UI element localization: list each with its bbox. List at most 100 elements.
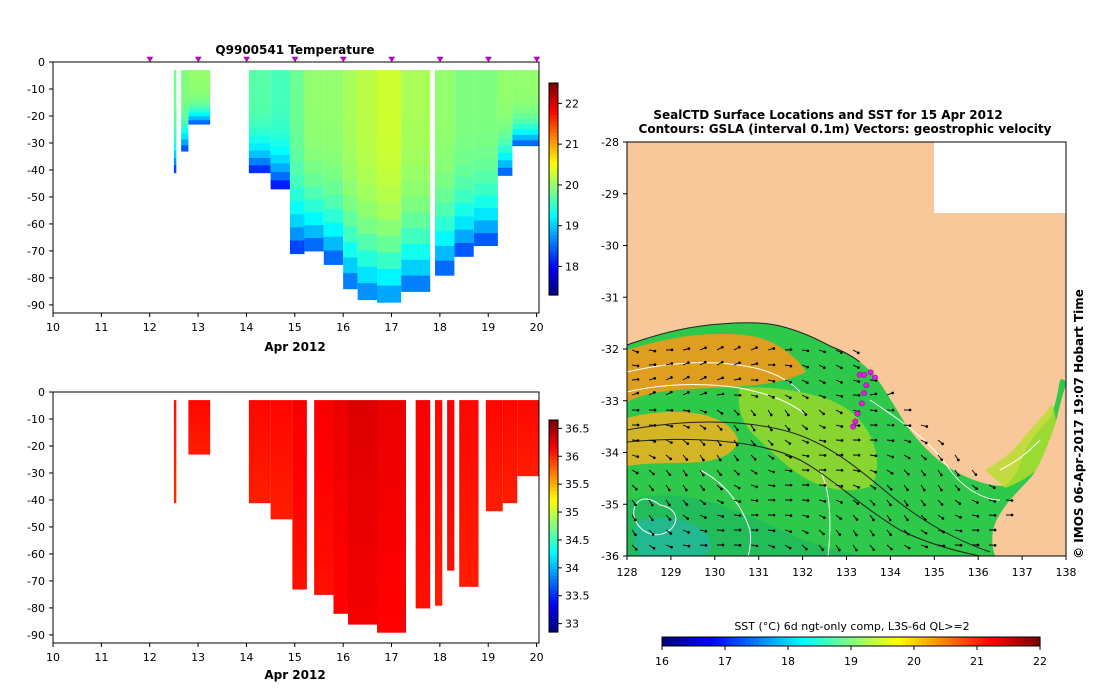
colorbar-segment [549, 571, 558, 577]
profile-cell [435, 187, 455, 203]
velocity-vector-head [806, 454, 810, 458]
velocity-vector-head [684, 488, 688, 492]
colorbar-segment [549, 476, 558, 481]
x-tick-label: 12 [143, 651, 157, 664]
x-tick-label: 10 [46, 651, 60, 664]
profile-cell [357, 184, 377, 202]
colorbar-segment [549, 543, 558, 548]
ctd-location-marker [861, 371, 867, 378]
lon-tick-label: 135 [924, 566, 945, 579]
profile-cell [357, 135, 377, 153]
velocity-vector-head [772, 484, 776, 488]
profile-cell [292, 440, 307, 455]
profile-cell [304, 147, 324, 162]
lat-tick-label: -31 [601, 291, 619, 304]
velocity-vector-head [908, 424, 912, 427]
velocity-vector-head [754, 471, 758, 475]
profile-cell [485, 400, 503, 409]
profile-cell [333, 400, 348, 416]
profile-cell [333, 476, 348, 492]
colorbar-segment [549, 427, 558, 432]
lon-tick-label: 134 [880, 566, 901, 579]
velocity-vector-head [822, 412, 825, 416]
lon-tick-label: 131 [748, 566, 769, 579]
profile-cell [517, 432, 539, 439]
profile-cell [473, 107, 498, 121]
velocity-vector-head [806, 468, 810, 472]
colorbar-segment [549, 192, 558, 197]
velocity-vector-head [806, 499, 810, 502]
velocity-vector-head [718, 458, 722, 462]
profile-cell [485, 439, 503, 449]
profile-cell [289, 148, 305, 163]
velocity-vector-head [942, 544, 946, 548]
profile-cell [435, 70, 455, 86]
lon-tick-label: 130 [704, 566, 725, 579]
profile-cell [401, 164, 431, 182]
colorbar-segment [741, 637, 747, 646]
colorbar-segment [549, 224, 558, 229]
velocity-vector-head [940, 488, 943, 492]
velocity-vector-head [805, 427, 809, 431]
x-tick-label: 16 [336, 651, 350, 664]
map-longitude-axis: 128 129 130 131 132 133 134 135 136 137 138 [617, 556, 1077, 579]
colorbar-segment [549, 136, 558, 141]
profile-cell [347, 544, 377, 561]
profile-cell [343, 116, 358, 134]
colorbar-segment [549, 462, 558, 467]
profile-cell [188, 430, 211, 436]
profile-cell [357, 86, 377, 104]
profile-cell [188, 423, 211, 428]
colorbar-segment [549, 617, 558, 622]
salinity-x-label: Apr 2012 [264, 668, 325, 682]
colorbar-segment [549, 121, 558, 126]
profile-cell [314, 400, 334, 415]
colorbar-segment [549, 256, 558, 261]
colorbar-segment [549, 178, 558, 183]
colorbar-segment [901, 637, 907, 646]
profile-cell [323, 70, 344, 85]
x-tick-label: 17 [385, 651, 399, 664]
profile-cell [497, 130, 513, 139]
profile-cell [435, 561, 443, 577]
profile-cell [459, 506, 479, 521]
colorbar-segment [549, 540, 558, 545]
colorbar-segment [863, 637, 869, 646]
profile-cell [497, 77, 513, 86]
velocity-vector-head [687, 409, 691, 413]
profile-cell [473, 220, 498, 234]
colorbar-segment [549, 473, 558, 478]
profile-cell [188, 104, 211, 110]
velocity-vector-head [653, 440, 657, 443]
profile-cell [502, 488, 518, 496]
profile-cell [289, 188, 305, 202]
profile-cell [415, 548, 431, 564]
velocity-vector-head [891, 408, 895, 412]
velocity-vector-head [636, 378, 640, 381]
profile-cell [517, 454, 539, 460]
colorbar-segment [939, 637, 944, 646]
profile-cell [289, 122, 305, 137]
velocity-vector-head [752, 428, 756, 432]
velocity-vector-head [772, 470, 775, 474]
profile-cell [323, 139, 344, 154]
profile-cell [447, 436, 455, 450]
velocity-vector-head [823, 350, 827, 354]
profile-cell [304, 212, 324, 226]
velocity-vector-head [704, 391, 708, 395]
profile-cell [343, 195, 358, 212]
colorbar-segment [792, 637, 797, 646]
profile-cell [343, 70, 358, 87]
profile-cell [181, 81, 189, 88]
y-tick-label: -20 [27, 440, 45, 453]
colorbar-segment [842, 637, 848, 646]
profile-cell [188, 89, 211, 94]
profile-cell [347, 432, 377, 449]
colorbar-segment [549, 143, 558, 148]
profile-cell [289, 83, 305, 97]
colorbar-segment [767, 637, 772, 646]
profile-cell [248, 77, 271, 86]
colorbar-segment [796, 637, 802, 646]
profile-cell [435, 444, 443, 460]
velocity-vector-head [720, 501, 724, 505]
